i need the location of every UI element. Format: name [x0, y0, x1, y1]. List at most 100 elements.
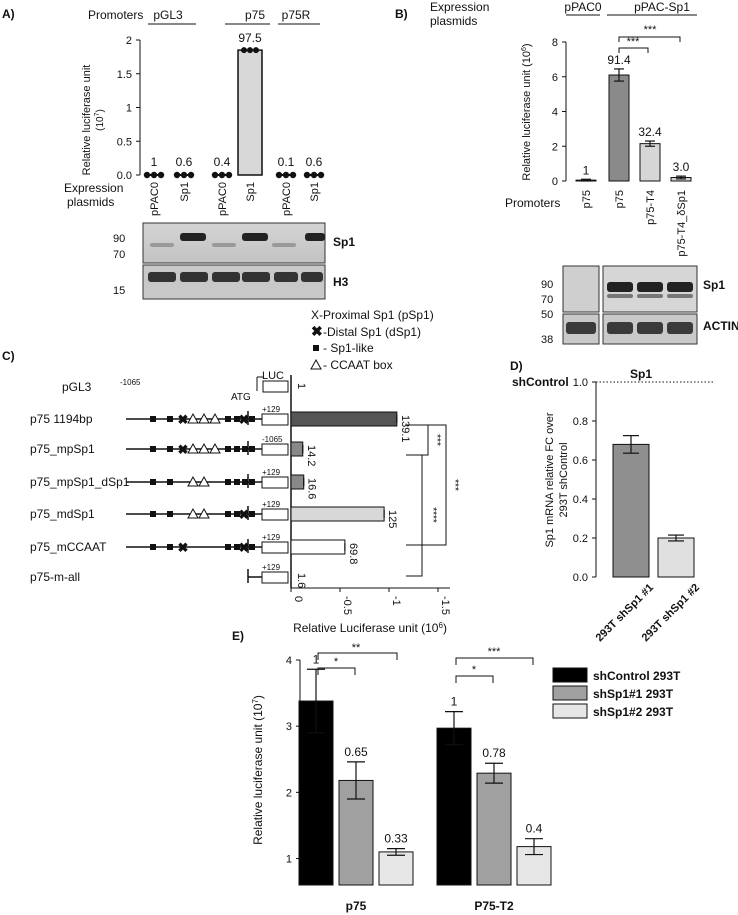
sig-bracket-e-2 — [317, 667, 356, 675]
sp1like-2-0 — [150, 446, 156, 452]
luc-box-3 — [261, 476, 289, 489]
luc-box-6 — [261, 571, 289, 584]
ytick-label-b-0: 0 — [552, 176, 558, 188]
panel-b-bars: 1 91.4 32.4 3.0 — [575, 53, 692, 182]
panel-c-bars: 1 139.1 14.2 16.6 125 69.8 1.6 — [290, 383, 411, 588]
plasmid-group-ppac-sp1: pPAC-Sp1 — [634, 0, 690, 14]
blot-a-bands — [148, 233, 325, 282]
sp1like-2-1 — [167, 446, 173, 452]
pos-label-5: +129 — [262, 533, 281, 542]
atg-label: ATG — [231, 392, 251, 403]
panel-c-constructs: pGL3 p75 1194bp +129 ✖ ✖ p75_mpSp1 -1065 ✖ p75_m… — [30, 376, 289, 584]
legend-c-dsp1-symbol: ✖ — [311, 323, 323, 339]
ccaat-4-3 — [198, 507, 210, 519]
data-label-c-1: 139.1 — [399, 415, 411, 443]
ytick-label-a-2: 1 — [126, 103, 132, 115]
dot-a-2-0 — [211, 171, 219, 179]
sp1like-5-4 — [234, 544, 240, 550]
data-label-a-0: 1 — [151, 155, 158, 169]
bar-e-1-1 — [476, 772, 512, 886]
bar-b-2 — [639, 143, 661, 182]
sp1like-4-1 — [167, 511, 173, 517]
expression-label-b2: plasmids — [430, 14, 477, 28]
sp1like-1-0 — [150, 416, 156, 422]
panel-d-ref-label: shControl — [512, 375, 569, 389]
sig-c-1: *** — [431, 434, 442, 446]
dot-a-4-0 — [275, 171, 283, 179]
xlabel-a-2: pPAC0 — [217, 182, 229, 216]
svg-text:Relative luciferase unit (107): Relative luciferase unit (107) — [251, 695, 265, 845]
promoter-group-p75: p75 — [245, 8, 265, 22]
sp1like-2-9 — [249, 446, 255, 452]
panel-c: X-Proximal Sp1 (pSp1) ✖ -Distal Sp1 (dSp… — [30, 308, 460, 635]
dot-a-5-0 — [303, 171, 311, 179]
svg-text:Sp1 mRNA relative FC over: Sp1 mRNA relative FC over — [544, 412, 556, 547]
sp1like-1-7 — [234, 416, 240, 422]
panel-a-ylabel: Relative luciferase unit (107) — [81, 65, 106, 176]
sp1like-3-5 — [234, 479, 240, 485]
construct-name-1: p75 1194bp — [30, 412, 93, 426]
ytick-label-d-2: 0.4 — [573, 494, 588, 506]
panel-d: Sp1 shControl Sp1 mRNA relative FC over … — [512, 367, 715, 644]
data-label-c-2: 14.2 — [305, 445, 317, 466]
construct-name-5: p75_mCCAAT — [30, 540, 107, 554]
sig-b-inner: *** — [627, 36, 641, 48]
ccaat-1-4 — [198, 412, 210, 424]
panel-b: Expression plasmids pPAC0 pPAC-Sp1 Relat… — [430, 0, 738, 346]
bar-d-0 — [612, 443, 650, 578]
panel-d-title: Sp1 — [630, 367, 652, 381]
legend-e-swatch-1 — [552, 667, 588, 683]
panel-b-yticks: 0 2 4 6 8 — [552, 37, 566, 188]
sig-e-3: *** — [488, 646, 502, 658]
dot-a-1-0 — [173, 171, 181, 179]
ccaat-3-2 — [187, 475, 199, 487]
xlabel-b-3: p75-T4_δSp1 — [676, 190, 688, 257]
dsp1-5-2: ✖ — [178, 540, 189, 555]
sig-bracket-e-1 — [317, 652, 398, 660]
sp1like-4-7 — [249, 511, 255, 517]
panel-d-label: D) — [510, 359, 523, 373]
blot-label-actin: ACTIN — [703, 319, 738, 333]
pos-label-4: +129 — [262, 500, 281, 509]
sp1like-5-1 — [167, 544, 173, 550]
ytick-label-b-2: 4 — [552, 107, 558, 119]
sp1like-4-5 — [234, 511, 240, 517]
marker-b-38: 38 — [541, 334, 553, 346]
sig-bracket-e-4 — [455, 675, 494, 683]
xlabel-b-0: p75 — [581, 190, 593, 208]
data-label-e-0-2: 0.33 — [384, 832, 408, 846]
expression-label-a2: plasmids — [67, 195, 114, 209]
sp1like-3-7 — [249, 479, 255, 485]
panel-e-ylabel: Relative luciferase unit (107) — [251, 695, 265, 845]
bar-b-1 — [608, 74, 630, 182]
data-label-a-4: 0.1 — [278, 155, 295, 169]
legend-e-label-1: shControl 293T — [593, 669, 681, 683]
ytick-label-a-1: 0.5 — [117, 136, 132, 148]
sp1like-4-4 — [225, 511, 231, 517]
bar-c-1 — [290, 411, 398, 427]
dot-a-2-2 — [225, 171, 233, 179]
legend-e-swatch-2 — [552, 685, 588, 701]
blot-label-h3: H3 — [333, 275, 349, 289]
dot-a-3-0 — [241, 47, 247, 54]
blot-b-bands — [566, 282, 693, 334]
dot-a-0-0 — [143, 171, 151, 179]
ytick-label-e-2: 3 — [286, 721, 292, 733]
promoter-group-pgl3: pGL3 — [153, 8, 183, 22]
pos-start-label: -1065 — [120, 378, 141, 387]
promoter-group-p75r: p75R — [282, 8, 311, 22]
bar-c-3 — [290, 474, 305, 490]
data-label-a-1: 0.6 — [176, 155, 193, 169]
sig-bracket-e-3 — [455, 657, 534, 665]
panel-e-bars: 1 0.65 0.33 1 0.78 0.4 — [298, 652, 552, 886]
panel-e-label: E) — [232, 629, 244, 643]
marker-b-90: 90 — [541, 279, 553, 291]
panel-a-xlabels: pPAC0 Sp1 pPAC0 Sp1 pPAC0 Sp1 — [149, 182, 321, 216]
sp1like-4-0 — [150, 511, 156, 517]
svg-text:Relative luciferase unit: Relative luciferase unit — [81, 65, 93, 176]
sig-bracket-b-outer — [618, 36, 681, 42]
dsp1-1-8: ✖ — [239, 412, 250, 427]
panel-a-label: A) — [2, 7, 15, 21]
xtick-label-c-2: -1 — [390, 596, 402, 606]
legend-c-ccaat-symbol — [310, 358, 322, 370]
